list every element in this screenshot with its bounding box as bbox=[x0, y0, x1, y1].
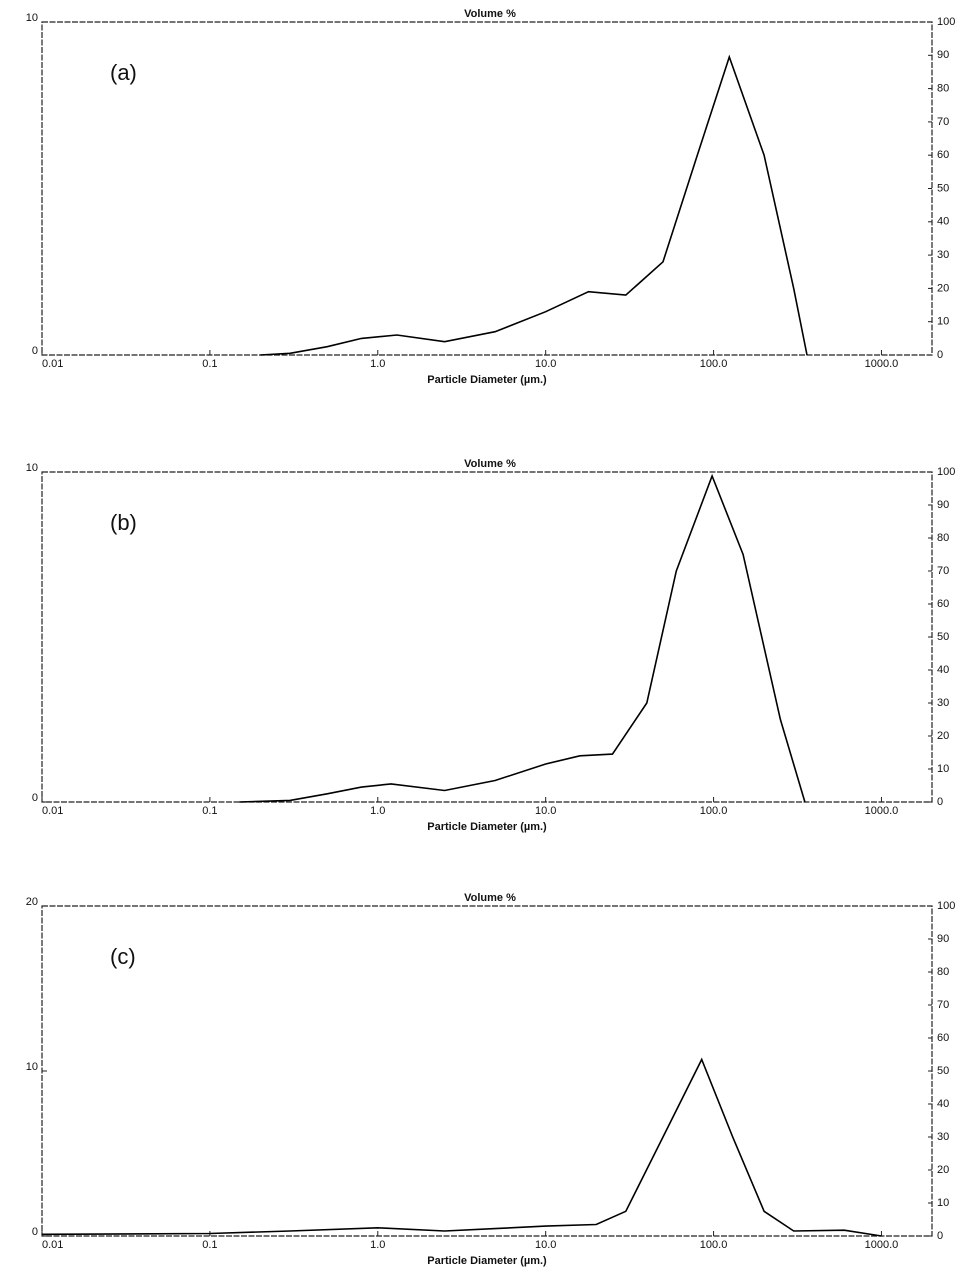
x-tick-label: 100.0 bbox=[700, 805, 728, 817]
plot-frame bbox=[41, 21, 933, 356]
plot-frame bbox=[41, 471, 933, 803]
panel-label: (a) bbox=[110, 60, 137, 85]
y2-tick-label: 50 bbox=[937, 1065, 949, 1077]
curve bbox=[260, 54, 808, 356]
chart-title: Volume % bbox=[464, 458, 516, 470]
x-tick-label: 0.1 bbox=[202, 805, 217, 817]
y2-tick-label: 50 bbox=[937, 631, 949, 643]
y2-tick-label: 10 bbox=[937, 1197, 949, 1209]
y2-tick-label: 50 bbox=[937, 182, 949, 194]
x-tick-label: 10.0 bbox=[535, 358, 556, 370]
y-tick-label: 0 bbox=[32, 1226, 38, 1238]
y2-tick-label: 10 bbox=[937, 316, 949, 328]
panel-label: (c) bbox=[110, 944, 136, 969]
x-tick-label: 0.01 bbox=[42, 1239, 63, 1251]
y2-tick-label: 100 bbox=[937, 466, 955, 478]
y2-tick-label: 20 bbox=[937, 730, 949, 742]
y2-tick-label: 80 bbox=[937, 532, 949, 544]
x-tick-label: 0.1 bbox=[202, 358, 217, 370]
x-tick-label: 1.0 bbox=[370, 1239, 385, 1251]
y2-tick-label: 60 bbox=[937, 1032, 949, 1044]
y2-tick-label: 90 bbox=[937, 933, 949, 945]
y2-tick-label: 60 bbox=[937, 149, 949, 161]
y2-tick-label: 40 bbox=[937, 216, 949, 228]
y-tick-label: 0 bbox=[32, 792, 38, 804]
y2-tick-label: 40 bbox=[937, 664, 949, 676]
x-tick-label: 1000.0 bbox=[865, 1239, 899, 1251]
x-tick-label: 10.0 bbox=[535, 1239, 556, 1251]
y2-tick-label: 20 bbox=[937, 1164, 949, 1176]
y2-tick-label: 20 bbox=[937, 282, 949, 294]
y2-tick-label: 80 bbox=[937, 83, 949, 95]
x-tick-label: 100.0 bbox=[700, 1239, 728, 1251]
y2-tick-label: 90 bbox=[937, 49, 949, 61]
y2-tick-label: 30 bbox=[937, 249, 949, 261]
y2-tick-label: 100 bbox=[937, 900, 955, 912]
y2-tick-label: 90 bbox=[937, 499, 949, 511]
y2-tick-label: 0 bbox=[937, 349, 943, 361]
y2-tick-label: 100 bbox=[937, 16, 955, 28]
plot-frame bbox=[41, 905, 933, 1237]
x-axis-label: Particle Diameter (µm.) bbox=[427, 821, 547, 833]
y-tick-label: 20 bbox=[26, 896, 38, 908]
y2-tick-label: 10 bbox=[937, 763, 949, 775]
y2-tick-label: 80 bbox=[937, 966, 949, 978]
y-tick-label: 10 bbox=[26, 462, 38, 474]
y2-tick-label: 0 bbox=[937, 796, 943, 808]
x-tick-label: 100.0 bbox=[700, 358, 728, 370]
y-tick-label: 10 bbox=[26, 12, 38, 24]
x-tick-label: 1000.0 bbox=[865, 805, 899, 817]
x-axis-label: Particle Diameter (µm.) bbox=[427, 374, 547, 386]
y2-tick-label: 70 bbox=[937, 116, 949, 128]
x-tick-label: 10.0 bbox=[535, 805, 556, 817]
y2-tick-label: 40 bbox=[937, 1098, 949, 1110]
x-tick-label: 0.1 bbox=[202, 1239, 217, 1251]
panel-label: (b) bbox=[110, 510, 137, 535]
y-tick-label: 10 bbox=[26, 1061, 38, 1073]
y2-tick-label: 0 bbox=[937, 1230, 943, 1242]
chart-title: Volume % bbox=[464, 8, 516, 20]
curve bbox=[239, 473, 806, 803]
x-tick-label: 1.0 bbox=[370, 805, 385, 817]
x-tick-label: 1000.0 bbox=[865, 358, 899, 370]
x-axis-label: Particle Diameter (µm.) bbox=[427, 1255, 547, 1267]
chart-title: Volume % bbox=[464, 892, 516, 904]
y2-tick-label: 60 bbox=[937, 598, 949, 610]
y2-tick-label: 30 bbox=[937, 1131, 949, 1143]
y-tick-label: 0 bbox=[32, 345, 38, 357]
y2-tick-label: 30 bbox=[937, 697, 949, 709]
y2-tick-label: 70 bbox=[937, 999, 949, 1011]
x-tick-label: 0.01 bbox=[42, 805, 63, 817]
x-tick-label: 1.0 bbox=[370, 358, 385, 370]
x-tick-label: 0.01 bbox=[42, 358, 63, 370]
curve bbox=[41, 1057, 882, 1237]
y2-tick-label: 70 bbox=[937, 565, 949, 577]
